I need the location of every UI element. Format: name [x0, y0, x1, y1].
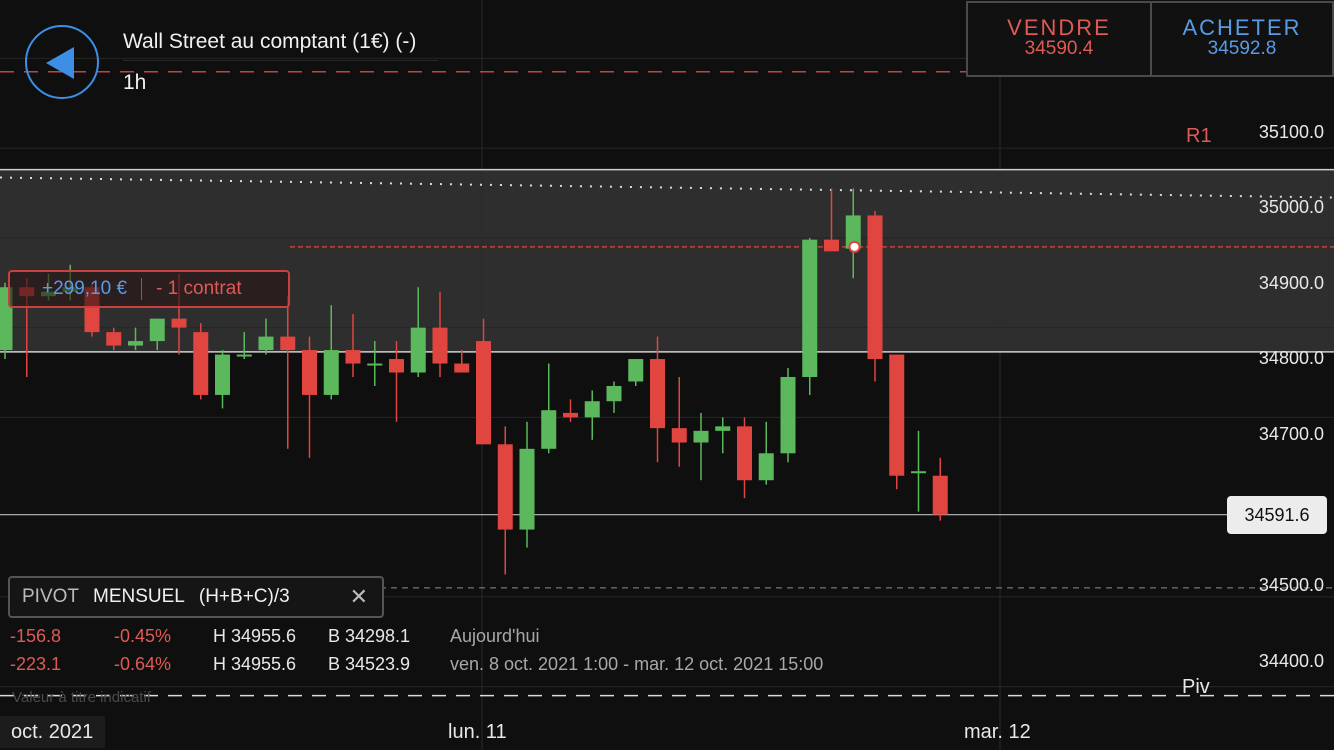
- candle-body: [106, 332, 122, 346]
- range-band: [0, 169, 1334, 352]
- price-axis-label: 35000.0: [1258, 197, 1324, 217]
- buy-button[interactable]: ACHETER 34592.8: [1150, 1, 1334, 77]
- position-divider: [141, 278, 143, 300]
- candle-body: [737, 426, 752, 481]
- stats-percent: -0.45%: [114, 626, 172, 646]
- candle-body: [932, 475, 948, 515]
- stats-period: Aujourd'hui: [450, 626, 540, 646]
- candle-body: [497, 444, 513, 530]
- stats-percent: -0.64%: [114, 654, 172, 674]
- back-button[interactable]: [25, 25, 99, 99]
- candle-body: [802, 239, 818, 377]
- candle-body: [149, 318, 165, 342]
- price-axis-label: 34500.0: [1258, 575, 1324, 595]
- buy-price: 34592.8: [1207, 38, 1277, 59]
- stats-change: -156.8: [10, 626, 62, 646]
- candle-body: [432, 327, 448, 364]
- price-axis-label: 34700.0: [1258, 424, 1324, 444]
- stats-high: H 34955.6: [213, 626, 297, 646]
- candle-body: [780, 376, 796, 454]
- pivot-period: MENSUEL: [93, 586, 185, 607]
- position-pnl: +299,10 €: [42, 278, 128, 299]
- candle-body: [563, 412, 578, 418]
- candle-body: [519, 448, 535, 530]
- candle-body: [302, 350, 317, 395]
- date-label: lun. 11: [448, 721, 507, 743]
- candle-body: [454, 363, 470, 373]
- candle-body: [911, 471, 926, 474]
- pivot-formula: (H+B+C)/3: [198, 586, 290, 607]
- position-badge[interactable]: +299,10 € - 1 contrat: [8, 270, 290, 308]
- candle-body: [628, 359, 644, 382]
- stats-change: -223.1: [10, 654, 62, 674]
- entry-marker: [848, 240, 861, 253]
- stats-high: H 34955.6: [213, 654, 297, 674]
- disclaimer: Valeur à titre indicatif: [12, 689, 151, 706]
- pivot-label: PIVOT: [22, 586, 80, 607]
- candle-body: [345, 350, 361, 364]
- position-quantity: - 1 contrat: [156, 278, 242, 299]
- candle-body: [280, 336, 296, 351]
- candle-body: [258, 336, 274, 351]
- close-icon[interactable]: ✕: [349, 584, 368, 609]
- price-axis-label: 34400.0: [1258, 651, 1324, 671]
- dotted-level-line: [0, 176, 1334, 199]
- candle-body: [693, 430, 709, 443]
- date-label: oct. 2021: [0, 716, 106, 748]
- r1-label: R1: [1186, 125, 1212, 147]
- candle-body: [584, 401, 600, 418]
- candle-body: [671, 428, 687, 443]
- sell-label: VENDRE: [1007, 15, 1111, 40]
- date-label: mar. 12: [964, 721, 1031, 743]
- candle-body: [650, 359, 665, 429]
- candle-body: [476, 341, 491, 445]
- sell-price: 34590.4: [1024, 38, 1094, 59]
- instrument-title: Wall Street au comptant (1€) (-): [123, 30, 417, 53]
- candle-body: [389, 359, 404, 373]
- stats-low: B 34523.9: [328, 654, 411, 674]
- piv-label: Piv: [1182, 676, 1210, 698]
- candle-body: [541, 410, 557, 449]
- current-price-tag: 34591.6: [1227, 496, 1327, 534]
- price-axis-label: 35100.0: [1258, 122, 1324, 142]
- candle-body: [128, 341, 143, 346]
- price-axis-label: 34800.0: [1258, 348, 1324, 368]
- candle-body: [193, 332, 209, 395]
- price-axis-label: 34900.0: [1258, 273, 1324, 293]
- candle-body: [323, 350, 339, 395]
- sell-button[interactable]: VENDRE 34590.4: [966, 1, 1152, 77]
- candle-body: [715, 426, 731, 431]
- candle-body: [215, 354, 230, 395]
- candle-body: [171, 318, 187, 328]
- stats-period: ven. 8 oct. 2021 1:00 - mar. 12 oct. 202…: [450, 654, 824, 674]
- candle-body: [824, 239, 839, 252]
- candle-body: [867, 215, 883, 360]
- candle-body: [889, 354, 905, 476]
- stats-low: B 34298.1: [328, 626, 411, 646]
- candle-body: [758, 453, 774, 481]
- candle-body: [845, 215, 861, 249]
- title-divider: [123, 60, 438, 61]
- candle-body: [606, 385, 622, 402]
- candle-body: [410, 327, 426, 373]
- pivot-indicator-chip[interactable]: PIVOT MENSUEL (H+B+C)/3 ✕: [8, 576, 384, 618]
- candle-body: [236, 354, 252, 357]
- buy-label: ACHETER: [1182, 15, 1302, 40]
- candle-body: [367, 363, 383, 366]
- timeframe-label[interactable]: 1h: [123, 71, 147, 94]
- back-arrow-icon: [46, 47, 74, 79]
